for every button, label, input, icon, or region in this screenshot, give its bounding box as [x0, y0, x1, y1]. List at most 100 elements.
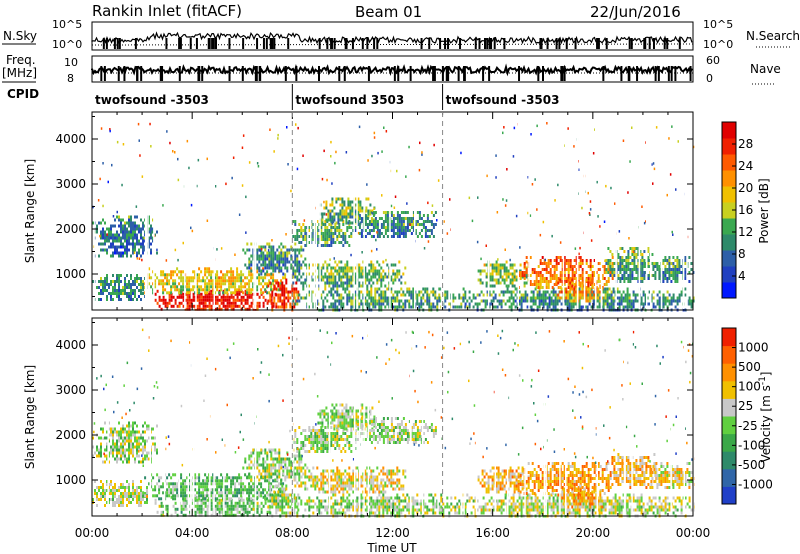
- power-noise: [530, 133, 532, 136]
- power-cell: [294, 251, 297, 255]
- power-cell: [158, 279, 161, 283]
- power-cell: [208, 301, 211, 305]
- power-cell: [358, 214, 361, 217]
- power-cell: [619, 256, 622, 259]
- power-cell: [324, 229, 327, 232]
- velocity-cell: [220, 488, 223, 492]
- power-cell: [359, 206, 362, 210]
- velocity-cell: [104, 436, 106, 440]
- power-noise: [589, 208, 592, 211]
- power-noise: [329, 258, 331, 261]
- power-cell: [532, 299, 535, 303]
- power-cell: [364, 299, 367, 303]
- velocity-cell: [106, 501, 108, 504]
- power-cell: [236, 288, 239, 292]
- power-noise: [141, 175, 144, 178]
- power-cell: [374, 299, 377, 303]
- power-cell: [358, 217, 361, 220]
- velocity-cell: [180, 476, 183, 480]
- velocity-cell: [194, 513, 197, 517]
- power-cell: [647, 262, 650, 265]
- power-noise: [443, 220, 445, 223]
- station-title: Rankin Inlet (fitACF): [92, 2, 242, 20]
- power-cell: [546, 290, 549, 294]
- power-noise: [277, 133, 279, 137]
- power-cell: [356, 211, 359, 214]
- velocity-cell: [182, 488, 185, 492]
- power-cell: [612, 305, 615, 309]
- power-cell: [662, 280, 665, 283]
- power-cell: [529, 256, 532, 259]
- power-cell: [200, 298, 203, 302]
- power-noise: [232, 156, 235, 159]
- power-cell: [369, 212, 372, 216]
- power-cell: [549, 274, 552, 277]
- power-cell: [540, 296, 543, 300]
- power-cell: [668, 268, 671, 271]
- power-cell: [497, 266, 500, 270]
- power-cell: [573, 290, 576, 294]
- power-cell: [320, 235, 323, 238]
- power-cell: [676, 280, 679, 283]
- power-cell: [142, 236, 144, 240]
- power-cell: [182, 276, 185, 280]
- power-cell: [272, 304, 275, 308]
- power-cell: [364, 272, 367, 276]
- velocity-cell: [200, 491, 203, 495]
- power-cell: [130, 286, 132, 289]
- power-cell: [238, 276, 241, 280]
- power-cell: [128, 224, 130, 228]
- power-cell: [688, 302, 691, 306]
- power-cell: [98, 242, 100, 246]
- power-cell: [114, 236, 116, 240]
- power-cell: [573, 283, 576, 286]
- power-cell: [110, 245, 112, 249]
- power-cell: [212, 282, 215, 286]
- velocity-cell: [152, 494, 155, 498]
- velocity-cell: [210, 494, 213, 498]
- power-cell: [625, 262, 628, 265]
- power-cell: [136, 236, 138, 240]
- power-cell: [404, 305, 407, 309]
- power-noise: [513, 126, 516, 130]
- power-cell: [112, 239, 114, 243]
- power-cell: [370, 260, 373, 264]
- velocity-cell: [172, 488, 175, 492]
- power-cell: [220, 270, 223, 274]
- power-cell: [230, 295, 233, 299]
- power-cell: [258, 260, 261, 264]
- power-cell: [622, 290, 625, 294]
- power-cell: [374, 269, 377, 273]
- power-cell: [629, 256, 632, 259]
- power-cell: [512, 296, 515, 300]
- power-cell: [176, 295, 179, 299]
- power-cell: [252, 282, 255, 286]
- power-cell: [120, 245, 122, 249]
- power-cell: [593, 274, 596, 277]
- power-cell: [286, 260, 289, 264]
- power-cell: [324, 305, 327, 309]
- power-cell: [248, 282, 251, 286]
- power-cell: [334, 290, 337, 294]
- power-cell: [324, 226, 327, 229]
- velocity-cell: [218, 479, 221, 483]
- power-cell: [497, 263, 500, 267]
- power-cell: [627, 262, 630, 265]
- power-cell: [472, 305, 475, 309]
- velocity-cell: [126, 448, 128, 452]
- power-cell: [240, 279, 243, 283]
- power-cell: [484, 299, 487, 303]
- power-cell: [283, 287, 286, 291]
- velocity-cell: [122, 483, 124, 486]
- power-cell: [575, 290, 578, 294]
- power-cell: [468, 290, 471, 294]
- power-cell: [434, 293, 437, 297]
- power-cell: [208, 298, 211, 302]
- power-cell: [244, 276, 247, 280]
- power-cell: [358, 232, 361, 235]
- power-cell: [220, 288, 223, 292]
- power-cell: [250, 279, 253, 283]
- power-cell: [400, 217, 403, 220]
- power-cell: [404, 217, 407, 220]
- velocity-cell: [138, 501, 140, 504]
